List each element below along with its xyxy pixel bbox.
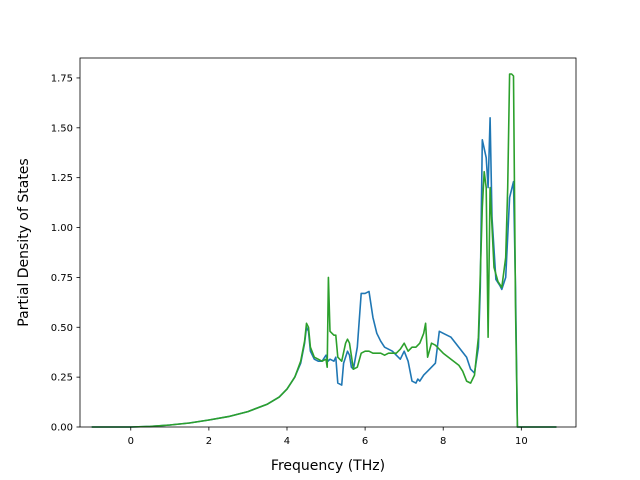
- x-tick-label: 0: [128, 436, 134, 447]
- y-tick-label: 0.00: [51, 423, 73, 434]
- x-axis-ticks: 0 2 4 6 8 10: [128, 427, 528, 447]
- series-layer: [91, 73, 557, 428]
- y-tick-label: 0.50: [51, 323, 73, 334]
- x-axis-label: Frequency (THz): [271, 458, 385, 474]
- x-tick-label: 6: [362, 436, 368, 447]
- axes-frame: [79, 57, 577, 428]
- x-tick-label: 8: [440, 436, 446, 447]
- plot-area: [79, 57, 577, 428]
- y-tick-label: 1.00: [51, 223, 73, 234]
- series-line-2: [91, 73, 557, 428]
- x-tick-label: 10: [515, 436, 528, 447]
- y-tick-label: 1.50: [51, 123, 73, 134]
- y-axis-ticks: 0.00 0.25 0.50 0.75 1.00 1.25 1.50 1.75: [51, 73, 80, 434]
- y-tick-label: 1.25: [51, 173, 73, 184]
- y-tick-label: 0.25: [51, 373, 73, 384]
- y-tick-label: 0.75: [51, 273, 73, 284]
- x-tick-label: 2: [206, 436, 212, 447]
- y-tick-label: 1.75: [51, 73, 73, 84]
- x-tick-label: 4: [284, 436, 290, 447]
- y-axis-label: Partial Density of States: [16, 158, 32, 326]
